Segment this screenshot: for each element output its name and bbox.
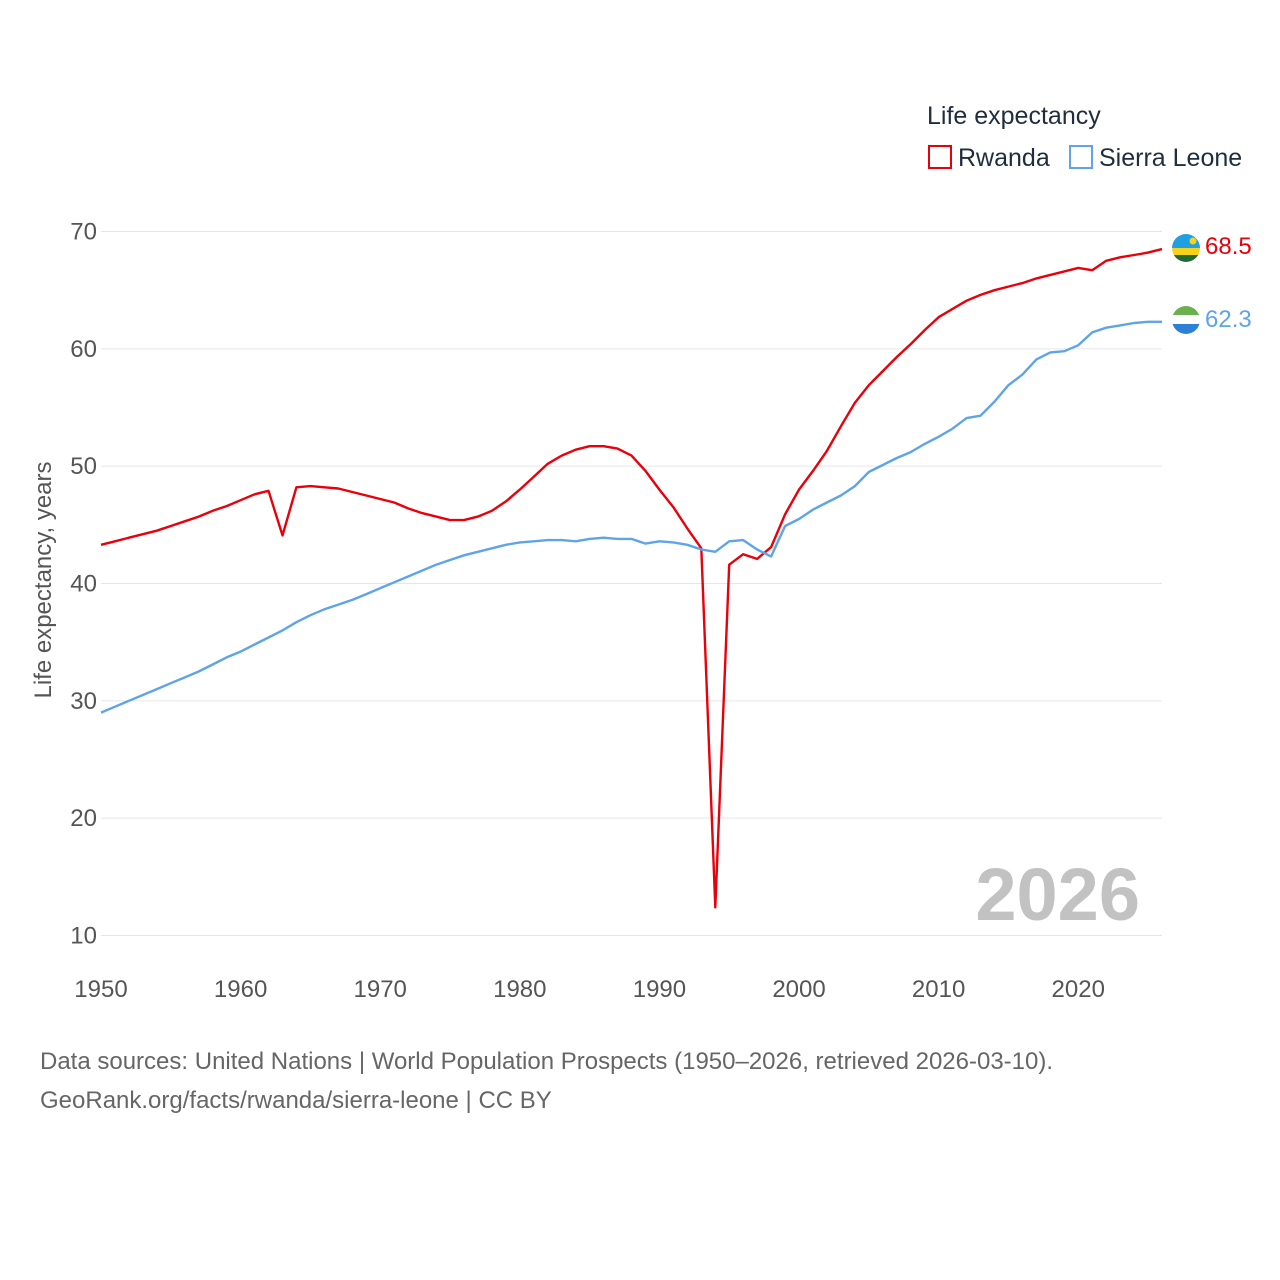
y-tick-label: 50: [70, 453, 97, 480]
y-tick-label: 60: [70, 336, 97, 363]
legend-item-rwanda[interactable]: Rwanda: [928, 144, 1050, 172]
legend-swatch-sierra-leone: [1069, 145, 1093, 169]
x-tick-label: 1970: [354, 976, 407, 1003]
gridlines: [101, 231, 1162, 936]
footer-source-line: Data sources: United Nations | World Pop…: [40, 1048, 1054, 1075]
legend: Life expectancy Rwanda Sierra Leone: [927, 102, 1242, 172]
year-watermark: 2026: [975, 853, 1140, 936]
series-line-rwanda: [100, 247, 1163, 909]
legend-title: Life expectancy: [927, 102, 1101, 130]
footer: Data sources: United Nations | World Pop…: [40, 1042, 1260, 1120]
footer-link-line[interactable]: GeoRank.org/facts/rwanda/sierra-leone | …: [40, 1087, 552, 1114]
line-chart: 10 20 30 40 50 60 70 1950 1960 1970 1980 1990 2000 2…: [30, 102, 1252, 1003]
legend-label-sierra-leone: Sierra Leone: [1099, 144, 1242, 172]
y-tick-label: 30: [70, 688, 97, 715]
y-axis-title: Life expectancy, years: [30, 461, 57, 698]
end-value-label-rwanda: 68.5: [1205, 233, 1252, 260]
x-tick-label: 2000: [772, 976, 825, 1003]
y-tick-label: 40: [70, 571, 97, 598]
x-axis-ticks: 1950 1960 1970 1980 1990 2000 2010 2020: [74, 976, 1105, 1003]
x-tick-label: 2020: [1052, 976, 1105, 1003]
y-axis-ticks: 10 20 30 40 50 60 70: [70, 219, 97, 950]
x-tick-label: 1990: [633, 976, 686, 1003]
series-line-sierra-leone: [100, 320, 1162, 714]
series-lines: [100, 247, 1163, 909]
legend-item-sierra-leone[interactable]: Sierra Leone: [1069, 144, 1242, 172]
x-tick-label: 1980: [493, 976, 546, 1003]
end-value-label-sierra-leone: 62.3: [1205, 306, 1252, 333]
y-tick-label: 70: [70, 219, 97, 246]
x-tick-label: 1960: [214, 976, 267, 1003]
legend-label-rwanda: Rwanda: [958, 144, 1050, 172]
x-tick-label: 1950: [74, 976, 127, 1003]
legend-swatch-rwanda: [928, 145, 952, 169]
y-tick-label: 20: [70, 805, 97, 832]
rwanda-flag-icon: [1172, 234, 1200, 262]
sierra-leone-flag-icon: [1172, 306, 1200, 334]
x-tick-label: 2010: [912, 976, 965, 1003]
y-tick-label: 10: [70, 923, 97, 950]
